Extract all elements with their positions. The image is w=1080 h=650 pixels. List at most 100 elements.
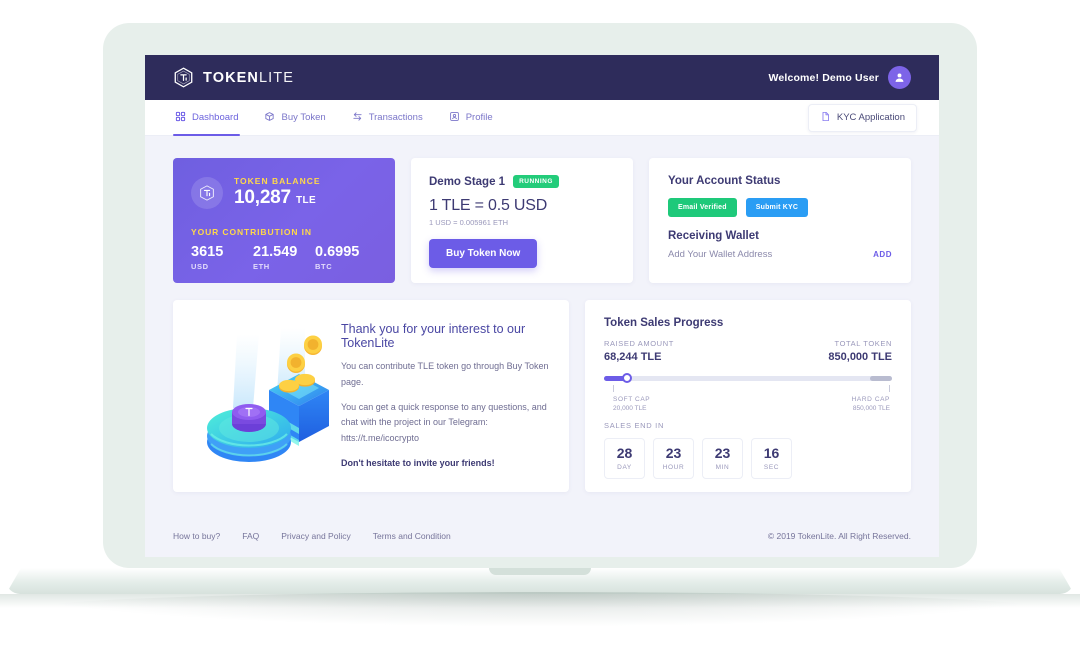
contribution-eth-currency: ETH — [253, 262, 270, 271]
id-card-icon — [449, 111, 460, 125]
footer: How to buy? FAQ Privacy and Policy Terms… — [145, 515, 939, 557]
brand-name: TOKENLITE — [203, 69, 295, 86]
hard-cap-value: 850,000 TLE — [852, 405, 890, 412]
welcome-message-card: Thank you for your interest to our Token… — [173, 300, 569, 492]
countdown-timer: 28 DAY 23 HOUR 23 MIN 16 — [604, 438, 892, 479]
raised-amount-block: RAISED AMOUNT 68,244 TLE — [604, 339, 674, 363]
nav-item-profile[interactable]: Profile — [447, 100, 495, 135]
isometric-blockchain-coins-illustration — [193, 324, 335, 474]
token-balance-card: TOKEN BALANCE 10,287 TLE YOUR CONTRIBUTI… — [173, 158, 395, 283]
countdown-hour-value: 23 — [665, 445, 682, 461]
countdown-min-value: 23 — [714, 445, 731, 461]
balance-text-block: TOKEN BALANCE 10,287 TLE — [234, 176, 321, 209]
countdown-hour: 23 HOUR — [653, 438, 694, 479]
stage-card: Demo Stage 1 RUNNING 1 TLE = 0.5 USD 1 U… — [411, 158, 633, 283]
raised-amount-label: RAISED AMOUNT — [604, 339, 674, 348]
add-wallet-button[interactable]: ADD — [873, 250, 892, 259]
swap-arrows-icon — [352, 111, 363, 125]
contribution-btc-currency: BTC — [315, 262, 333, 271]
user-area[interactable]: Welcome! Demo User — [769, 66, 911, 89]
progress-track — [604, 376, 892, 381]
total-token-label: TOTAL TOKEN — [834, 339, 892, 348]
footer-links: How to buy? FAQ Privacy and Policy Terms… — [173, 531, 451, 541]
top-bar: TOKENLITE Welcome! Demo User — [145, 55, 939, 100]
token-sales-progress-card: Token Sales Progress RAISED AMOUNT 68,24… — [585, 300, 911, 492]
footer-link-terms[interactable]: Terms and Condition — [372, 531, 451, 541]
nav-item-transactions[interactable]: Transactions — [350, 100, 425, 135]
footer-link-privacy[interactable]: Privacy and Policy — [281, 531, 351, 541]
soft-cap-tick — [613, 385, 615, 392]
progress-knob[interactable] — [622, 373, 633, 383]
receiving-wallet-title: Receiving Wallet — [668, 230, 759, 242]
status-badge: RUNNING — [513, 175, 559, 188]
countdown-min-unit: MIN — [715, 464, 730, 471]
account-badges: Email Verified Submit KYC — [668, 198, 892, 217]
copyright-text: © 2019 TokenLite. All Right Reserved. — [767, 531, 911, 541]
app-screen: TOKENLITE Welcome! Demo User — [145, 55, 939, 557]
laptop-shadow-near — [0, 594, 1080, 608]
countdown-day-unit: DAY — [617, 464, 632, 471]
raised-amount-value: 68,244 TLE — [604, 351, 662, 363]
hard-cap-tick — [889, 385, 890, 392]
total-token-value: 850,000 TLE — [828, 351, 892, 363]
welcome-paragraph-1: You can contribute TLE token go through … — [341, 361, 549, 387]
progress-hard-cap-marker — [870, 376, 892, 381]
token-balance-label: TOKEN BALANCE — [234, 176, 321, 186]
nav-right: KYC Application — [807, 100, 917, 135]
countdown-day: 28 DAY — [604, 438, 645, 479]
cap-markers: SOFT CAP 20,000 TLE HARD CAP 850,000 TLE — [604, 385, 892, 419]
progress-amounts: RAISED AMOUNT 68,244 TLE TOTAL TOKEN 850… — [604, 339, 892, 363]
cube-icon — [264, 111, 275, 125]
wallet-row: Add Your Wallet Address ADD — [668, 249, 892, 260]
submit-kyc-badge[interactable]: Submit KYC — [745, 198, 809, 217]
stage-name: Demo Stage 1 — [429, 175, 506, 188]
brand-logo[interactable]: TOKENLITE — [173, 67, 294, 88]
progress-slider[interactable] — [604, 373, 892, 383]
soft-cap-label: SOFT CAP — [613, 396, 651, 403]
contribution-btc-amount: 0.6995 — [315, 244, 360, 260]
footer-link-faq[interactable]: FAQ — [242, 531, 260, 541]
stage-header: Demo Stage 1 RUNNING — [429, 175, 615, 188]
document-icon — [820, 111, 831, 125]
user-avatar-icon[interactable] — [888, 66, 911, 89]
wallet-address-placeholder: Add Your Wallet Address — [668, 249, 773, 260]
hard-cap-label: HARD CAP — [851, 396, 890, 403]
kyc-application-button[interactable]: KYC Application — [807, 103, 917, 132]
hard-cap-marker: HARD CAP 850,000 TLE — [852, 385, 890, 412]
footer-link-how-to-buy[interactable]: How to buy? — [173, 531, 221, 541]
contribution-btc: 0.6995 BTC — [315, 244, 377, 271]
welcome-paragraph-3: Don't hesitate to invite your friends! — [341, 457, 495, 468]
account-status-title: Your Account Status — [668, 175, 781, 187]
nav-items: Dashboard Buy Token — [173, 100, 495, 136]
nav-item-dashboard[interactable]: Dashboard — [173, 100, 241, 136]
contribution-row: 3615 USD 21.549 ETH 0.6995 BTC — [191, 244, 377, 271]
token-balance-value: 10,287 TLE — [234, 187, 317, 208]
hexagon-tl-logo-icon — [173, 67, 194, 88]
progress-title: Token Sales Progress — [604, 317, 724, 329]
cards-row-1: TOKEN BALANCE 10,287 TLE YOUR CONTRIBUTI… — [173, 158, 911, 283]
countdown-hour-unit: HOUR — [662, 464, 685, 471]
laptop-notch — [489, 568, 591, 575]
token-coin-icon — [191, 176, 223, 209]
nav-label-dashboard: Dashboard — [192, 112, 239, 123]
contribution-eth: 21.549 ETH — [253, 244, 315, 271]
countdown-min: 23 MIN — [702, 438, 743, 479]
account-status-card: Your Account Status Email Verified Submi… — [649, 158, 911, 283]
nav-item-buy-token[interactable]: Buy Token — [262, 100, 327, 135]
nav-label-profile: Profile — [465, 112, 493, 123]
buy-token-now-button[interactable]: Buy Token Now — [429, 239, 538, 268]
sales-end-label: SALES END IN — [604, 421, 665, 430]
contribution-eth-amount: 21.549 — [253, 244, 298, 260]
email-verified-badge[interactable]: Email Verified — [668, 198, 737, 217]
kyc-button-label: KYC Application — [836, 112, 905, 123]
soft-cap-marker: SOFT CAP 20,000 TLE — [613, 385, 650, 412]
contribution-usd-amount: 3615 — [191, 244, 224, 260]
countdown-sec-unit: SEC — [763, 464, 780, 471]
token-rate: 1 TLE = 0.5 USD — [429, 197, 548, 214]
main-nav: Dashboard Buy Token — [145, 100, 939, 136]
welcome-text-block: Thank you for your interest to our Token… — [341, 318, 549, 472]
laptop-shadow — [30, 592, 1050, 626]
cards-row-2: Thank you for your interest to our Token… — [173, 300, 911, 492]
contribution-usd: 3615 USD — [191, 244, 253, 271]
